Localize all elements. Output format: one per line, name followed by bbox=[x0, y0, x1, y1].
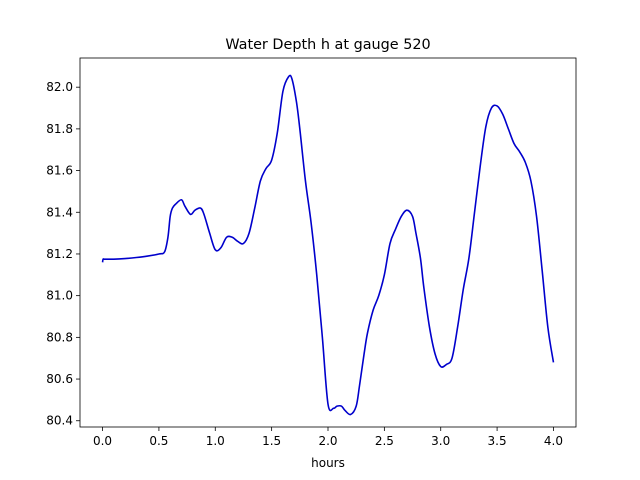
chart-title: Water Depth h at gauge 520 bbox=[225, 37, 430, 53]
y-tick-label: 81.8 bbox=[46, 122, 73, 136]
x-tick-label: 0.0 bbox=[93, 434, 112, 448]
y-tick-label: 80.6 bbox=[46, 372, 73, 386]
x-tick-label: 1.5 bbox=[262, 434, 281, 448]
x-tick-label: 0.5 bbox=[149, 434, 168, 448]
y-tick-label: 80.8 bbox=[46, 330, 73, 344]
x-axis-title: hours bbox=[311, 456, 345, 470]
y-tick-label: 82.0 bbox=[46, 80, 73, 94]
x-tick-label: 4.0 bbox=[544, 434, 563, 448]
y-tick-label: 81.4 bbox=[46, 205, 73, 219]
plot-frame bbox=[79, 57, 577, 428]
y-axis-ticks: 80.4 80.6 80.8 81.0 81.2 81.4 81.6 81.8 82.0 bbox=[46, 80, 80, 428]
plot-lines bbox=[101, 74, 555, 416]
y-tick-label: 80.4 bbox=[46, 414, 73, 428]
x-tick-label: 3.5 bbox=[488, 434, 507, 448]
x-tick-label: 2.0 bbox=[318, 434, 337, 448]
x-tick-label: 1.0 bbox=[206, 434, 225, 448]
x-tick-label: 2.5 bbox=[375, 434, 394, 448]
series-line-0 bbox=[101, 74, 555, 416]
x-tick-label: 3.0 bbox=[431, 434, 450, 448]
y-tick-label: 81.0 bbox=[46, 289, 73, 303]
x-axis-ticks: 0.0 0.5 1.0 1.5 2.0 2.5 3.0 3.5 4.0 bbox=[93, 427, 563, 448]
y-tick-label: 81.6 bbox=[46, 164, 73, 178]
y-tick-label: 81.2 bbox=[46, 247, 73, 261]
